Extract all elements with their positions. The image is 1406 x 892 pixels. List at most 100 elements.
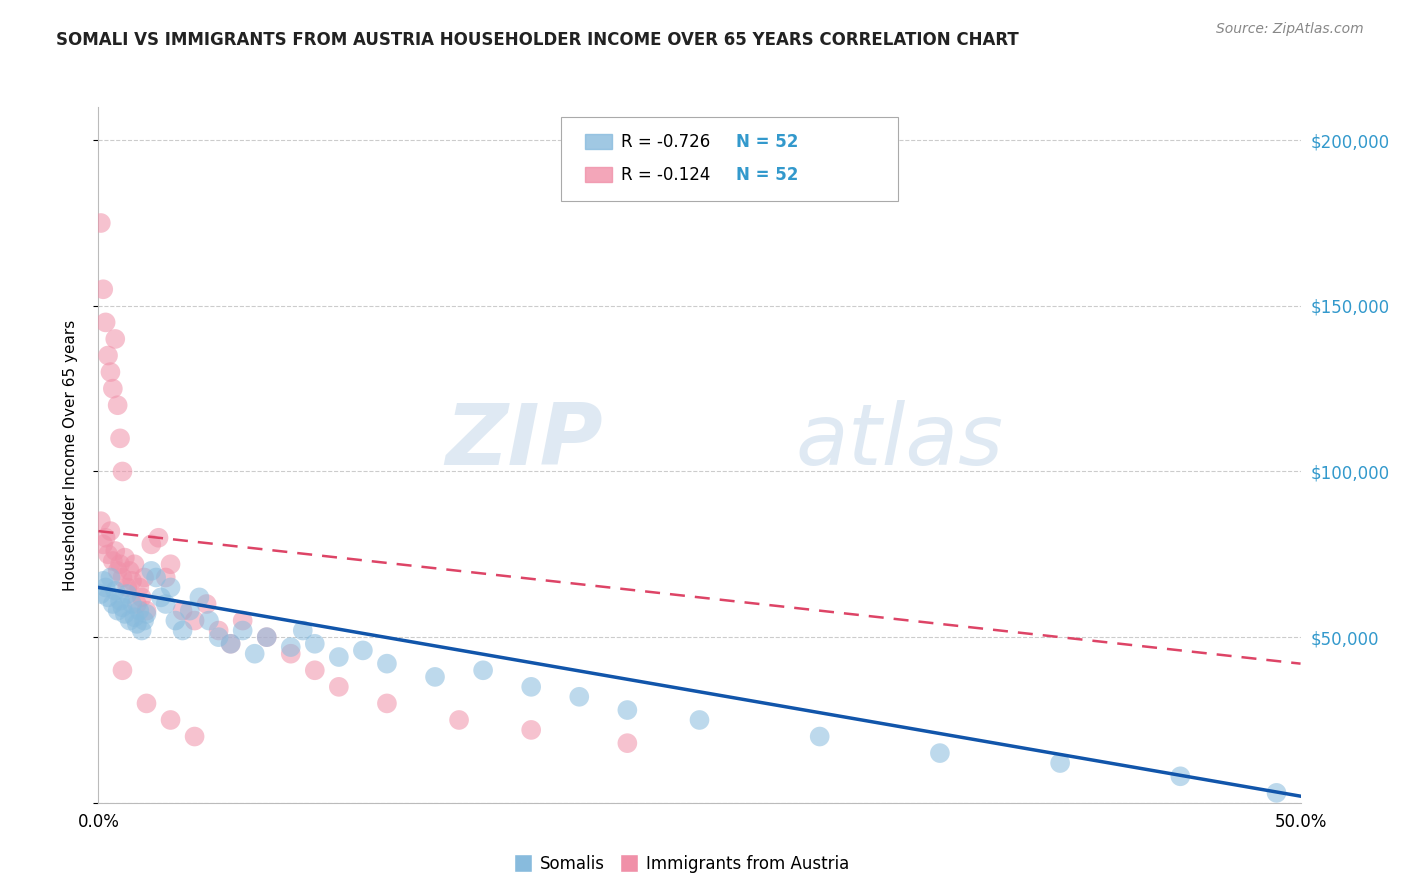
Point: [118, 614, 141, 628]
Point: [328, 650, 350, 665]
Point: [808, 730, 831, 744]
Point: [520, 723, 543, 737]
Point: [101, 597, 124, 611]
Point: [107, 564, 129, 578]
Point: [188, 591, 211, 605]
Point: [1049, 756, 1071, 770]
Point: [208, 624, 231, 638]
Point: [159, 558, 181, 572]
Point: [101, 382, 124, 396]
Point: [304, 637, 326, 651]
Point: [141, 537, 163, 551]
Point: [183, 730, 205, 744]
Point: [131, 591, 153, 605]
Point: [145, 570, 167, 584]
Point: [124, 558, 146, 572]
Point: [280, 647, 302, 661]
Point: [135, 604, 157, 618]
Point: [183, 614, 205, 628]
Point: [100, 365, 122, 379]
Point: [94, 531, 117, 545]
Point: [141, 564, 163, 578]
Point: [256, 630, 278, 644]
Point: [97, 547, 120, 561]
Point: [135, 697, 157, 711]
Point: [90, 216, 112, 230]
Point: [568, 690, 591, 704]
Point: [128, 581, 150, 595]
Point: [91, 282, 114, 296]
Point: [159, 581, 181, 595]
Point: [256, 630, 278, 644]
Point: [304, 663, 326, 677]
Point: [195, 597, 218, 611]
Point: [149, 591, 172, 605]
Point: [108, 431, 131, 445]
Point: [91, 574, 114, 588]
Point: [616, 736, 638, 750]
Point: [114, 550, 136, 565]
Point: [90, 587, 112, 601]
Point: [108, 593, 131, 607]
Point: [616, 703, 638, 717]
Point: [1170, 769, 1192, 783]
Point: [472, 663, 495, 677]
Point: [232, 624, 254, 638]
Bar: [585, 134, 612, 150]
Point: [104, 332, 127, 346]
Point: [111, 663, 134, 677]
Point: [172, 624, 194, 638]
Text: R = -0.726: R = -0.726: [621, 133, 710, 151]
Point: [101, 554, 124, 568]
Point: [219, 637, 242, 651]
Legend: Somalis, Immigrants from Austria: Somalis, Immigrants from Austria: [508, 848, 856, 880]
Point: [111, 600, 134, 615]
Point: [121, 574, 143, 588]
Point: [94, 581, 117, 595]
Point: [125, 597, 148, 611]
Text: Source: ZipAtlas.com: Source: ZipAtlas.com: [1216, 22, 1364, 37]
Point: [135, 607, 157, 621]
Text: N = 52: N = 52: [735, 133, 799, 151]
Point: [208, 630, 231, 644]
Point: [689, 713, 711, 727]
Point: [104, 583, 127, 598]
Point: [447, 713, 470, 727]
Point: [114, 607, 136, 621]
Point: [132, 614, 155, 628]
Point: [291, 624, 314, 638]
Y-axis label: Householder Income Over 65 years: Householder Income Over 65 years: [63, 319, 77, 591]
Point: [117, 581, 139, 595]
Point: [328, 680, 350, 694]
Point: [111, 570, 134, 584]
Text: ZIP: ZIP: [446, 400, 603, 483]
Point: [243, 647, 266, 661]
Point: [928, 746, 950, 760]
Point: [375, 697, 398, 711]
Point: [107, 398, 129, 412]
Point: [111, 465, 134, 479]
Text: N = 52: N = 52: [735, 166, 799, 184]
Point: [121, 597, 143, 611]
Point: [155, 570, 177, 584]
Point: [159, 713, 181, 727]
Point: [108, 558, 131, 572]
Point: [100, 524, 122, 538]
Point: [219, 637, 242, 651]
Point: [91, 537, 114, 551]
Point: [423, 670, 446, 684]
Point: [104, 544, 127, 558]
Point: [179, 604, 201, 618]
Bar: [585, 167, 612, 182]
Point: [97, 349, 120, 363]
Point: [155, 597, 177, 611]
Text: R = -0.124: R = -0.124: [621, 166, 710, 184]
Point: [107, 604, 129, 618]
Point: [128, 604, 150, 618]
Point: [97, 591, 120, 605]
Point: [90, 514, 112, 528]
Point: [375, 657, 398, 671]
Point: [94, 315, 117, 329]
Point: [131, 624, 153, 638]
Point: [352, 643, 374, 657]
